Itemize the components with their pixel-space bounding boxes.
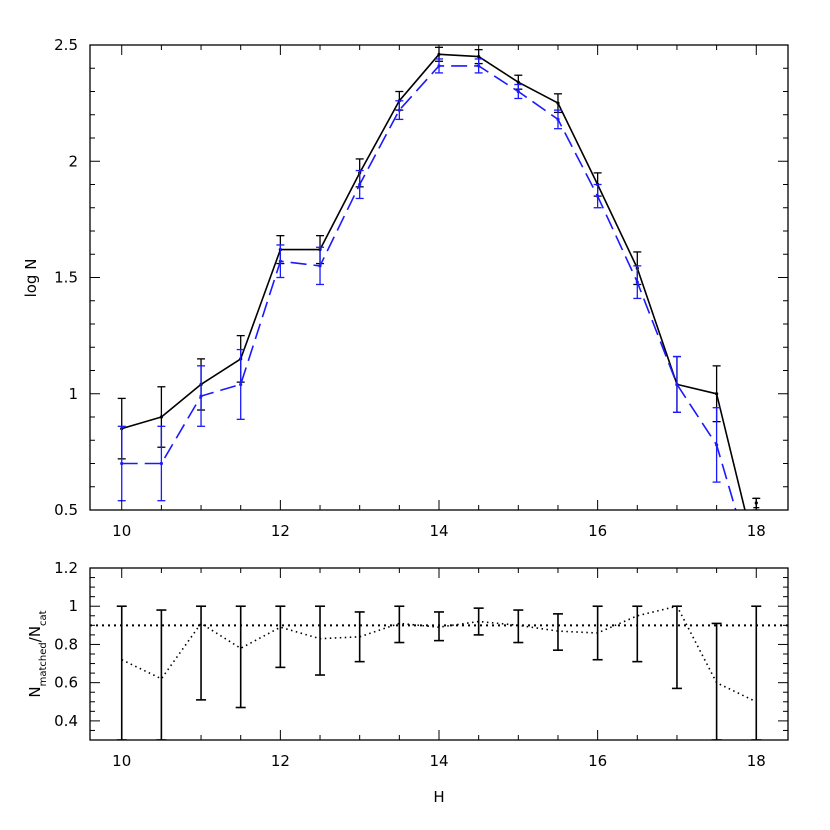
bottom-error-bar [632, 605, 643, 663]
bottom-y-tick-label: 0.4 [54, 712, 78, 730]
top-series-1-error-bar [236, 348, 245, 420]
top-plot-frame [89, 44, 789, 511]
top-series-1-point [635, 280, 639, 284]
top-y-tick-label: 2 [68, 152, 78, 170]
bottom-error-bar [671, 605, 682, 690]
bottom-y-axis-title: Nmatched/Ncat [26, 610, 49, 697]
bottom-error-bar [275, 605, 286, 669]
bottom-y-tick-label: 0.6 [54, 674, 78, 692]
top-y-tick-label: 0.5 [54, 501, 78, 519]
top-series-0-point [159, 415, 163, 419]
bottom-error-bar [751, 605, 762, 740]
top-series-1-point [437, 64, 441, 68]
ylabel-sub-matched: matched [38, 642, 49, 686]
bottom-x-tick-label: 10 [112, 752, 131, 770]
top-series-1-error-bar [633, 265, 642, 300]
top-series-1-error-bar [435, 58, 443, 74]
top-series-1-point [159, 461, 163, 466]
top-x-tick-label: 18 [747, 522, 766, 540]
top-panel-log-n: 10 12 14 16 18 0.5 1 1.5 2 2.5 log N [22, 36, 789, 581]
top-series-0-point [477, 55, 481, 59]
bottom-x-tick-label: 18 [747, 752, 766, 770]
top-series-1-error-bar [316, 246, 325, 286]
top-x-tick-label: 14 [429, 522, 448, 540]
top-y-tick-label: 1 [68, 385, 78, 403]
bottom-error-bar [434, 611, 444, 642]
top-y-tick-label: 2.5 [54, 36, 78, 54]
top-series-1-point [358, 182, 362, 187]
bottom-x-tick-label: 16 [588, 752, 607, 770]
bottom-y-tick-label: 1 [68, 597, 78, 615]
top-y-axis-title: log N [22, 259, 40, 298]
bottom-error-bar [116, 605, 127, 740]
top-series-1-point [715, 443, 719, 447]
top-series-0-error-bar [752, 497, 761, 558]
top-series-1-point [397, 108, 401, 112]
bottom-y-tick-label: 0.8 [54, 635, 78, 653]
bottom-error-bar [513, 609, 524, 644]
ylabel-n-matched: N [26, 686, 44, 697]
top-series-1-error-bar [712, 407, 721, 483]
top-series-1-point [318, 264, 322, 268]
top-series-1-point [477, 64, 481, 68]
top-y-tick-label: 1.5 [54, 269, 78, 287]
top-series-1-point [120, 461, 124, 466]
bottom-panel-matched-ratio: 10 12 14 16 18 0.4 0.6 0.8 1 1.2 Nmatched/Ncat H [26, 559, 789, 806]
bottom-error-bar [235, 605, 246, 709]
bottom-error-bar [473, 607, 484, 636]
top-series-1-error-bar [593, 183, 602, 209]
top-series-1-point [278, 259, 282, 263]
top-series-1-error-bar [157, 425, 166, 502]
top-x-tick-label: 10 [112, 522, 131, 540]
top-series-1-point [239, 382, 243, 387]
ylabel-sub-cat: cat [38, 610, 49, 626]
top-series-0-point [715, 392, 719, 396]
top-series-1-error-bar [474, 58, 483, 74]
ylabel-slash-n: /N [26, 626, 44, 642]
top-series-1-point [596, 194, 600, 198]
top-series-1-error-bar [514, 83, 523, 100]
top-series-1-point [516, 89, 520, 94]
bottom-y-tick-label: 1.2 [54, 559, 78, 577]
top-x-tick-label: 16 [588, 522, 607, 540]
top-series-1-error-bar [395, 100, 404, 121]
top-series-1-point [755, 578, 758, 581]
bottom-error-bar [354, 611, 365, 663]
top-series-1-point [675, 382, 679, 387]
top-series-0-point [516, 80, 520, 84]
bottom-error-bar [394, 605, 405, 644]
top-series-1-point [199, 394, 203, 398]
top-series-1-error-bar [672, 355, 681, 414]
top-series-1-error-bar [276, 244, 285, 279]
top-series-1-error-bar [553, 109, 562, 130]
bottom-error-bar [196, 605, 207, 701]
top-x-tick-label: 12 [271, 522, 290, 540]
top-series-0-point [556, 101, 560, 105]
bottom-x-tick-label: 12 [271, 752, 290, 770]
bottom-plot-frame [89, 567, 789, 741]
top-series-0-point [755, 555, 758, 558]
top-series-1-error-bar [197, 365, 206, 427]
top-series-1-error-bar [355, 169, 364, 200]
top-series-1-point [556, 117, 560, 121]
top-series-0-line [121, 53, 746, 510]
bottom-error-bar [315, 605, 326, 676]
bottom-error-bar [552, 613, 563, 651]
bottom-x-tick-label: 14 [429, 752, 448, 770]
bottom-error-bar [156, 609, 167, 740]
bottom-x-axis-title: H [433, 788, 444, 806]
